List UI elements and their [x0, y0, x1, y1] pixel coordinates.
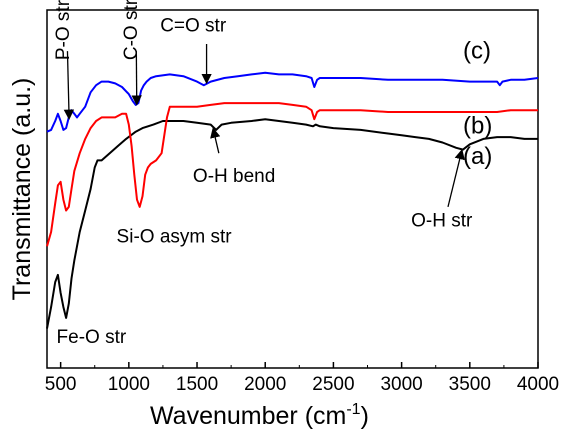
- x-tick-label: 500: [45, 374, 77, 395]
- annotation-label: P-O str: [53, 0, 74, 60]
- x-axis-ticks: 500 1000 1500 2000 2500 3000 3500 4000: [45, 362, 559, 395]
- x-tick-label: 1500: [176, 374, 218, 395]
- curve-label: (a): [463, 143, 492, 170]
- annotation-label: C=O str: [160, 15, 227, 36]
- curve-label: (b): [463, 113, 492, 140]
- plot-border: [46, 9, 539, 369]
- annotation-label: C-O str: [121, 0, 142, 60]
- x-axis-title-close: ): [361, 402, 369, 430]
- curve-labels: (a) (b) (c): [463, 37, 492, 170]
- x-tick-label: 2500: [312, 374, 354, 395]
- band-annotations: P-O str C-O str C=O str O-H bend Si-O asym s…: [53, 0, 473, 348]
- annotation-label: O-H bend: [193, 166, 275, 187]
- x-axis-title: Wavenumber (cm-1): [150, 401, 369, 430]
- annotation-label: O-H str: [411, 211, 473, 232]
- x-axis-title-main: Wavenumber (cm: [150, 402, 346, 430]
- x-tick-label: 2000: [244, 374, 286, 395]
- x-tick-label: 1000: [108, 374, 150, 395]
- spectra-curves: [46, 71, 539, 329]
- series-line-1: [46, 102, 538, 247]
- series-line-0: [46, 118, 538, 329]
- plot-frame: [46, 9, 539, 369]
- curve-label: (c): [463, 37, 491, 64]
- x-tick-label: 3500: [449, 374, 491, 395]
- y-axis-title: Transmittance (a.u.): [8, 78, 36, 301]
- annotation-label: Si-O asym str: [117, 227, 233, 248]
- x-tick-label: 3000: [380, 374, 422, 395]
- annotation-arrow: [210, 127, 221, 154]
- annotation-label: Fe-O str: [57, 327, 127, 348]
- annotation-arrow: [63, 51, 75, 120]
- annotation-arrow: [447, 148, 465, 208]
- series-line-2: [46, 71, 539, 133]
- x-tick-label: 4000: [517, 374, 559, 395]
- x-axis-title-sup: -1: [346, 401, 360, 418]
